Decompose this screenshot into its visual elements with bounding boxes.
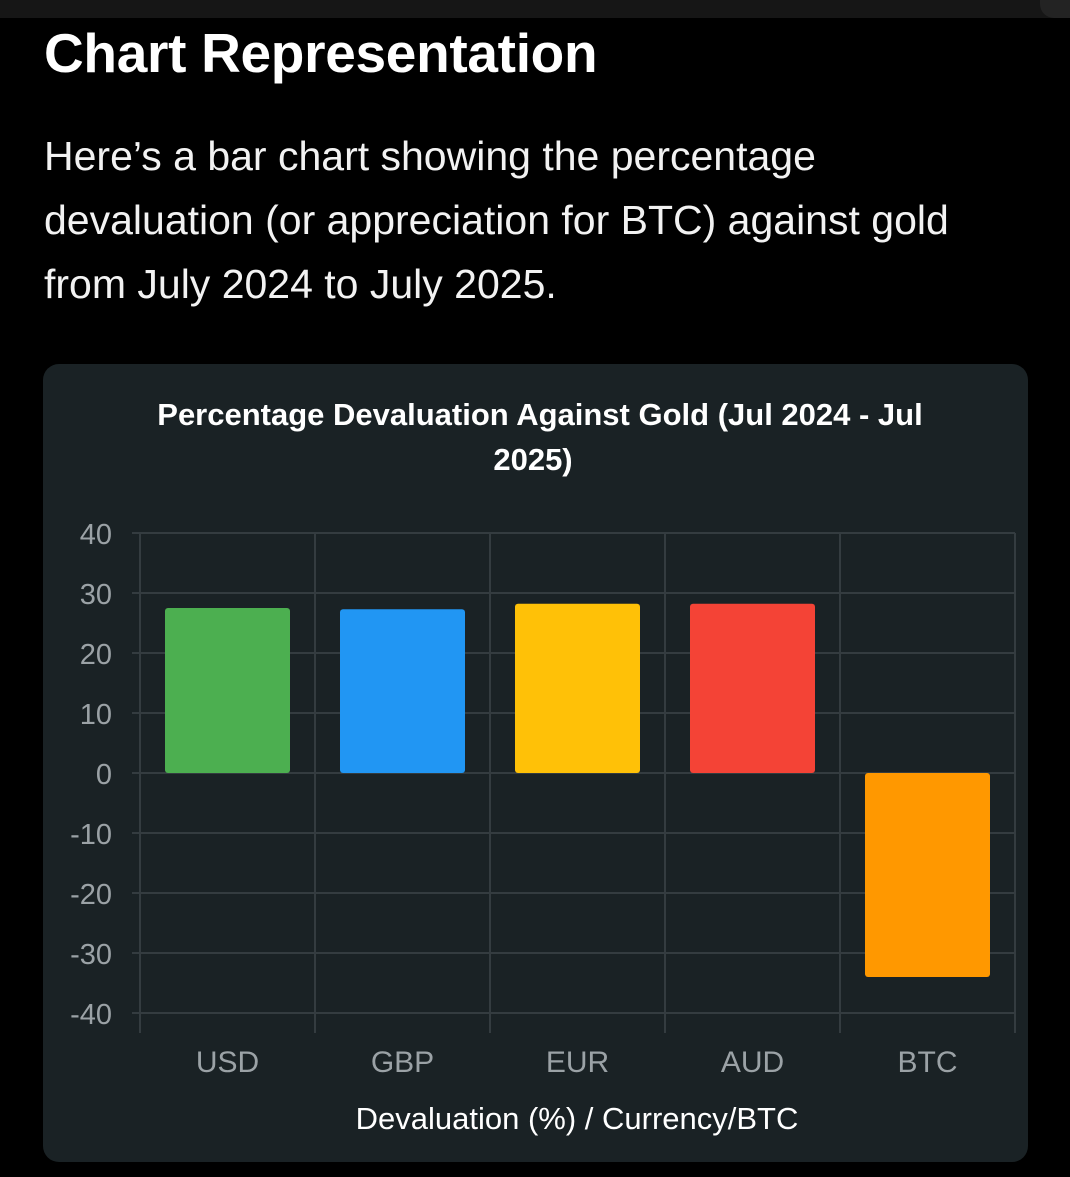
page-title: Chart Representation: [44, 22, 598, 84]
top-strip: [0, 0, 1070, 18]
chart-title-line-2: 2025): [493, 442, 572, 477]
bar-usd[interactable]: [165, 608, 290, 773]
y-tick-label: 40: [80, 519, 112, 551]
x-tick-label: USD: [196, 1046, 259, 1079]
x-axis-ticks: USD GBP EUR AUD BTC: [196, 1046, 958, 1079]
bar-aud[interactable]: [690, 603, 815, 773]
intro-text: Here’s a bar chart showing the percentag…: [44, 133, 949, 307]
y-tick-label: 10: [80, 699, 112, 731]
y-tick-label: -40: [70, 999, 112, 1031]
x-tick-label: AUD: [721, 1046, 784, 1079]
bar-btc[interactable]: [865, 773, 990, 977]
bar-gbp[interactable]: [340, 609, 465, 773]
y-axis-ticks: 40 30 20 10 0 -10 -20 -30 -40: [70, 519, 112, 1031]
bars: [165, 603, 990, 977]
bar-chart: Percentage Devaluation Against Gold (Jul…: [70, 397, 1016, 1136]
y-tick-label: -30: [70, 939, 112, 971]
y-tick-label: -20: [70, 879, 112, 911]
x-tick-label: EUR: [546, 1046, 609, 1079]
chart-card: Percentage Devaluation Against Gold (Jul…: [43, 364, 1028, 1162]
x-tick-label: BTC: [898, 1046, 958, 1079]
x-tick-label: GBP: [371, 1046, 434, 1079]
y-tick-label: -10: [70, 819, 112, 851]
bar-eur[interactable]: [515, 603, 640, 773]
y-tick-label: 30: [80, 579, 112, 611]
top-handle: [1040, 0, 1070, 18]
x-axis-label: Devaluation (%) / Currency/BTC: [356, 1101, 799, 1136]
y-tick-label: 20: [80, 639, 112, 671]
y-tick-label: 0: [96, 759, 112, 791]
chart-title-line-1: Percentage Devaluation Against Gold (Jul…: [157, 397, 922, 432]
